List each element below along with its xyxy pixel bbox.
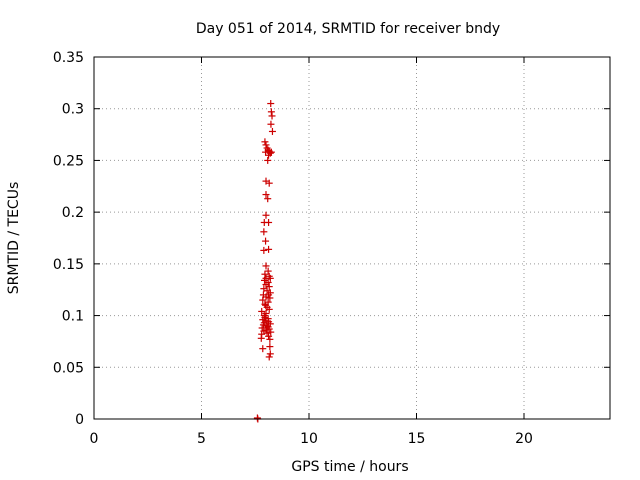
data-point <box>260 228 268 236</box>
x-tick-label: 5 <box>197 431 206 447</box>
data-point <box>259 345 267 353</box>
data-point <box>260 276 268 284</box>
data-point <box>266 274 274 282</box>
x-tick-label: 10 <box>300 431 318 447</box>
y-tick-label: 0.05 <box>53 360 84 376</box>
axis-ticks <box>93 56 610 420</box>
y-tick-label: 0.3 <box>62 102 84 118</box>
data-point <box>264 267 272 275</box>
data-point <box>266 294 274 302</box>
data-point <box>265 218 273 226</box>
y-tick-label: 0.1 <box>62 309 84 325</box>
data-point <box>267 328 275 336</box>
y-tick-label: 0.15 <box>53 257 84 273</box>
x-tick-label: 15 <box>408 431 426 447</box>
chart-title: Day 051 of 2014, SRMTID for receiver bnd… <box>196 21 500 37</box>
data-point <box>267 120 275 128</box>
data-point <box>264 195 272 203</box>
data-point <box>265 332 273 340</box>
data-point <box>262 293 270 301</box>
data-point <box>266 343 274 351</box>
y-tick-label: 0.35 <box>53 50 84 66</box>
data-point <box>262 141 270 149</box>
data-point <box>265 283 273 291</box>
data-point <box>265 305 273 313</box>
grid-lines <box>94 57 610 419</box>
data-point <box>266 350 274 358</box>
data-point <box>259 296 267 304</box>
data-point <box>264 156 272 164</box>
y-tick-label: 0.2 <box>62 205 84 221</box>
data-point <box>265 245 273 253</box>
x-tick-label: 20 <box>515 431 533 447</box>
data-point <box>259 316 267 324</box>
data-point <box>262 237 270 245</box>
tick-labels: 0 5 10 15 20 0 0.05 0.1 0.15 0.2 0.25 0.3 0.35 <box>53 50 533 447</box>
y-tick-label: 0.25 <box>53 153 84 169</box>
data-point <box>261 138 269 146</box>
data-point <box>260 246 268 254</box>
data-point <box>261 270 269 278</box>
data-point <box>265 325 273 333</box>
data-point <box>258 307 266 315</box>
data-point <box>266 335 274 343</box>
data-point <box>267 108 275 116</box>
data-point <box>257 334 265 342</box>
data-point <box>265 179 273 187</box>
y-axis-label: SRMTID / TECUs <box>6 182 22 295</box>
data-point <box>268 112 276 120</box>
data-points <box>253 100 276 423</box>
data-point <box>262 211 270 219</box>
data-point <box>262 262 270 270</box>
data-point <box>267 100 275 108</box>
data-point <box>262 191 270 199</box>
data-point <box>268 127 276 135</box>
data-point <box>258 324 266 332</box>
x-axis-label: GPS time / hours <box>291 459 408 475</box>
plot-frame <box>93 56 611 420</box>
data-point <box>259 321 267 329</box>
x-tick-label: 0 <box>90 431 99 447</box>
data-point <box>263 329 271 337</box>
data-point <box>265 353 273 361</box>
data-point <box>267 148 275 156</box>
y-tick-label: 0 <box>75 412 84 428</box>
